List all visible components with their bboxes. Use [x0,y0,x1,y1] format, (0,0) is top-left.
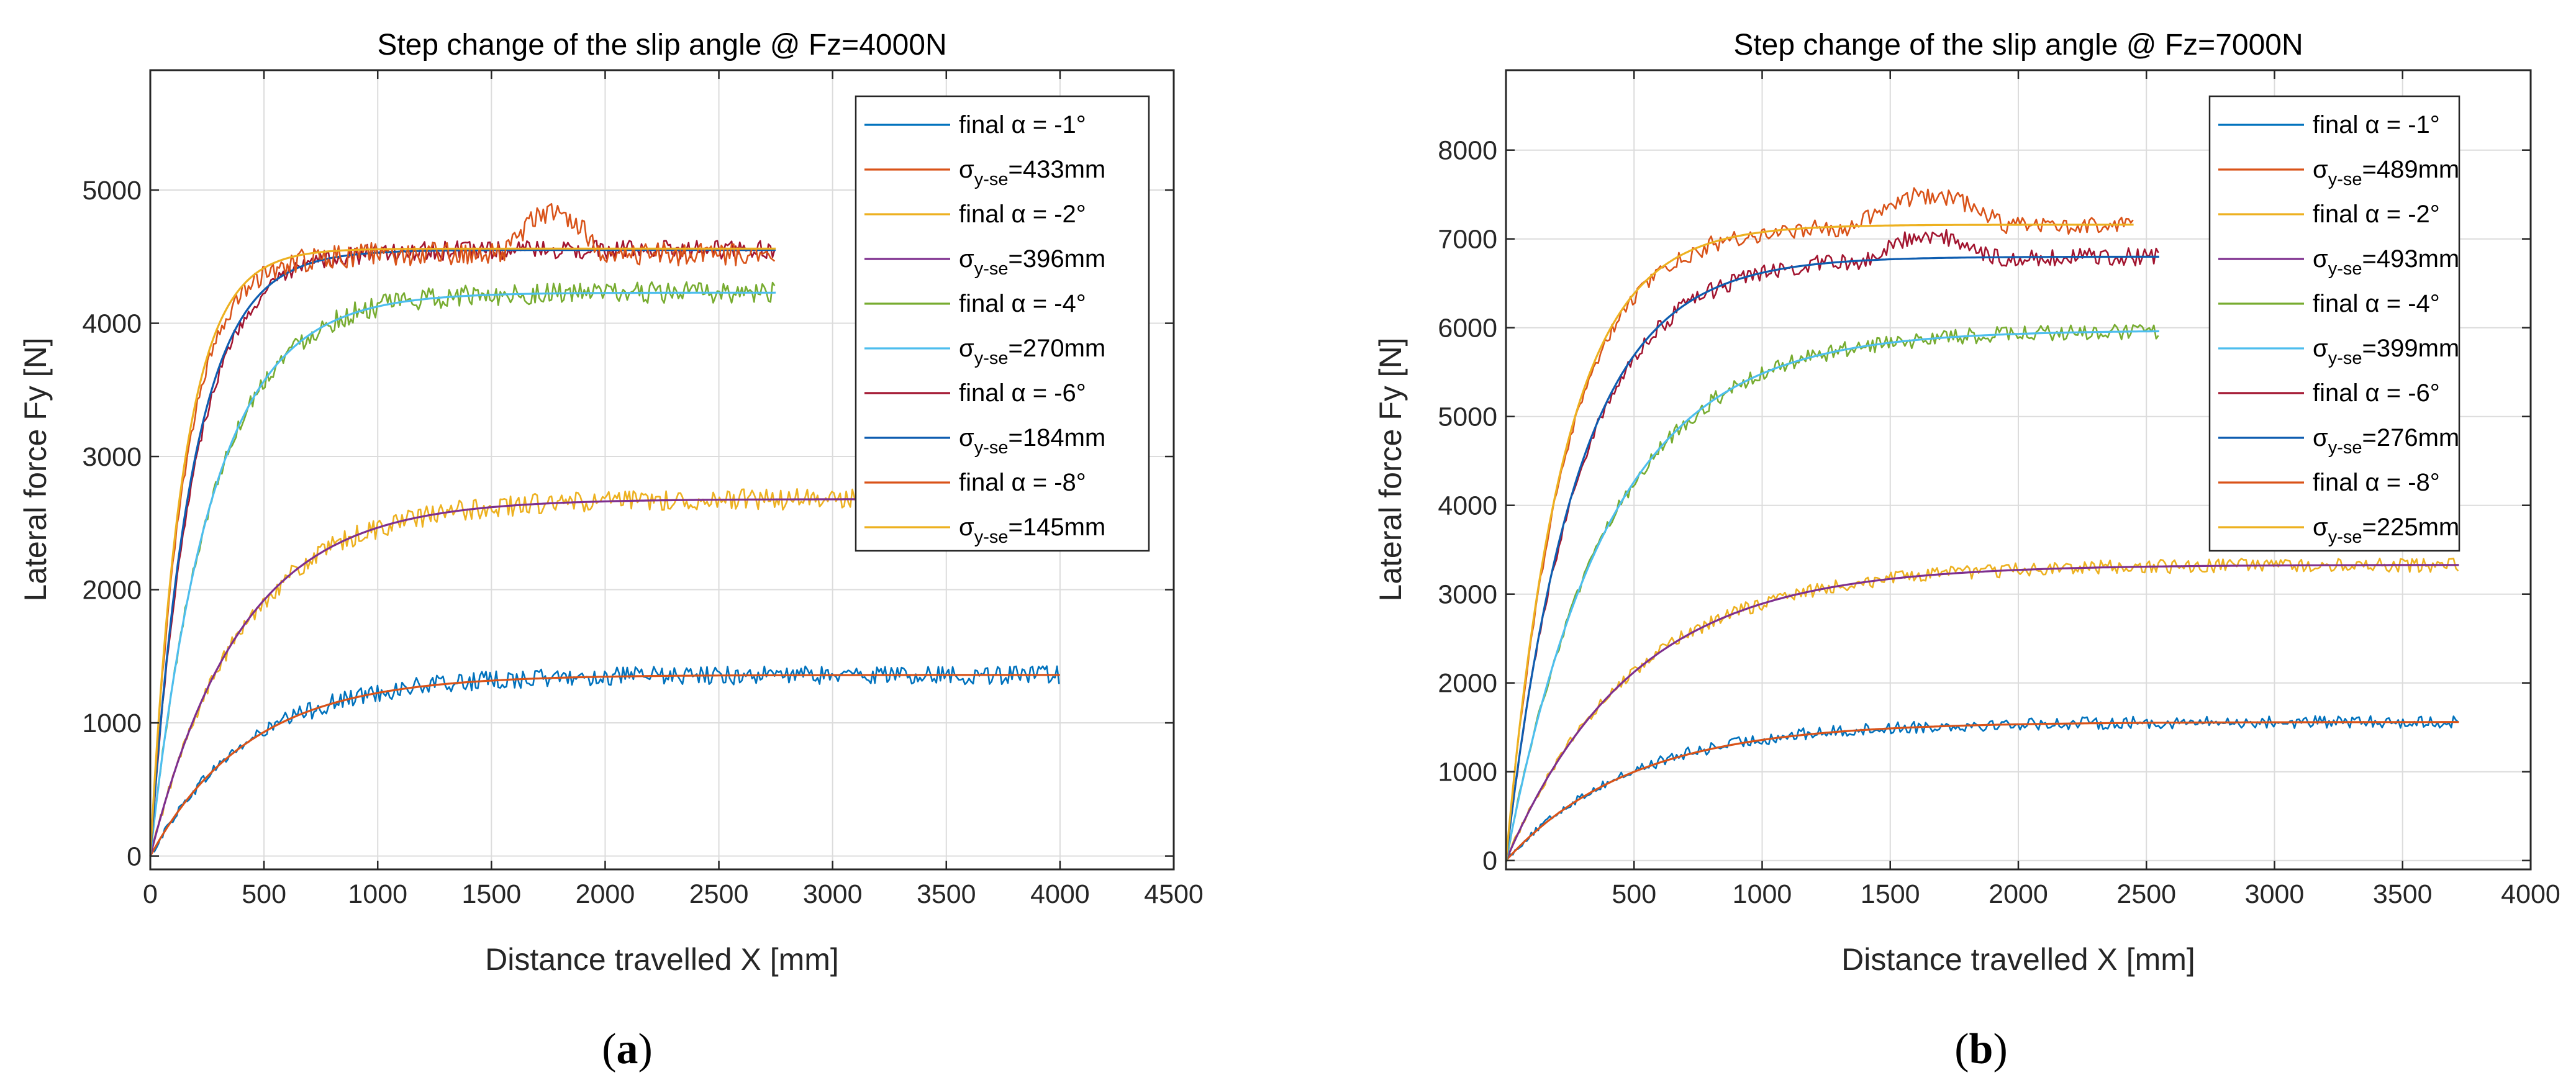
series-line-b-5 [1505,330,2159,861]
ticks-a: 0 500 1000 1500 2000 2500 3000 3500 4000 4500 0 100… [82,70,1204,909]
x-tick-label-a-9: 4500 [1144,879,1204,909]
y-tick-label-a-2: 2000 [82,576,142,605]
x-tick-label-b-0: 500 [1612,879,1656,909]
x-tick-label-b-5: 3000 [2245,879,2305,909]
x-tick-label-a-8: 4000 [1030,879,1090,909]
series-line-a-9 [149,247,776,856]
legend-label-b-7: σy-se=276mm [2313,424,2459,458]
y-tick-label-a-0: 0 [127,842,142,872]
x-axis-label-a: Distance travelled X [mm] [485,942,839,977]
x-tick-label-a-1: 500 [242,879,286,909]
series-line-a-6 [149,240,776,855]
series-line-a-7 [149,249,776,856]
legend-label-b-6: final α = -6° [2313,379,2440,407]
legend-label-a-0: final α = -1° [959,111,1086,138]
legend-box-b [2208,95,2460,552]
y-tick-label-b-5: 5000 [1438,402,1497,432]
caption-b: (b) [1954,1025,2008,1073]
caption-a: (a) [602,1025,653,1073]
x-tick-label-b-1: 1000 [1733,879,1792,909]
y-tick-label-b-1: 1000 [1438,758,1497,787]
series-line-b-2 [1505,558,2459,863]
ticks-b: 500 1000 1500 2000 2500 3000 3500 4000 0 1000 2000… [1438,70,2560,909]
y-tick-label-b-4: 4000 [1438,491,1497,521]
x-tick-label-a-4: 2000 [576,879,635,909]
x-axis-label-b: Distance travelled X [mm] [1841,942,2195,977]
legend-label-a-4: final α = -4° [959,290,1086,317]
legend-label-a-6: final α = -6° [959,379,1086,407]
y-tick-label-a-5: 5000 [82,176,142,206]
x-tick-label-b-7: 4000 [2501,879,2560,909]
chart-b: 500 1000 1500 2000 2500 3000 3500 4000 0 1000 2000… [1373,29,2560,977]
chart-title-a: Step change of the slip angle @ Fz=4000N [377,29,946,61]
legend-a: final α = -1° σy-se=433mm final α = -2° σy-… [855,95,1150,552]
x-tick-label-b-2: 1500 [1861,879,1920,909]
legend-label-b-1: σy-se=489mm [2313,156,2459,189]
y-tick-label-a-3: 3000 [82,442,142,472]
x-tick-label-a-5: 2500 [689,879,749,909]
x-tick-label-a-3: 1500 [461,879,521,909]
x-tick-label-a-7: 3500 [917,879,976,909]
legend-label-a-7: σy-se=184mm [959,424,1105,458]
legend-label-a-3: σy-se=396mm [959,245,1105,279]
legend-b: final α = -1° σy-se=489mm final α = -2° σy-… [2208,95,2460,552]
series-line-b-1 [1505,721,2459,861]
series-group-b [1505,187,2459,863]
x-tick-label-b-4: 2500 [2116,879,2176,909]
x-tick-label-a-0: 0 [143,879,158,909]
series-line-b-0 [1505,715,2459,863]
legend-label-a-9: σy-se=145mm [959,514,1105,547]
legend-label-b-0: final α = -1° [2313,111,2440,138]
y-axis-label-a: Lateral force Fy [N] [18,337,53,601]
legend-label-b-3: σy-se=493mm [2313,245,2459,279]
axes-box-a [149,69,1175,871]
legend-label-b-9: σy-se=225mm [2313,514,2459,547]
legend-label-a-8: final α = -8° [959,469,1086,496]
x-tick-label-a-2: 1000 [348,879,407,909]
y-tick-label-b-0: 0 [1482,846,1497,876]
y-tick-label-b-6: 6000 [1438,314,1497,343]
y-tick-label-a-4: 4000 [82,309,142,339]
series-line-b-3 [1505,564,2459,861]
x-tick-label-a-6: 3000 [803,879,863,909]
legend-label-b-5: σy-se=399mm [2313,335,2459,368]
legend-label-a-2: final α = -2° [959,201,1086,228]
series-line-b-9 [1505,224,2134,861]
legend-label-a-5: σy-se=270mm [959,335,1105,368]
legend-label-b-4: final α = -4° [2313,290,2440,317]
series-line-b-7 [1505,255,2159,861]
y-tick-label-b-3: 3000 [1438,580,1497,610]
series-line-a-5 [149,291,776,856]
legend-box-a [855,95,1150,552]
chart-a: 0 500 1000 1500 2000 2500 3000 3500 4000 4500 0 100… [18,29,1204,977]
y-tick-label-a-1: 1000 [82,709,142,738]
y-axis-label-b: Lateral force Fy [N] [1373,337,1408,601]
y-tick-label-b-7: 7000 [1438,225,1497,255]
x-tick-label-b-6: 3500 [2373,879,2433,909]
series-line-a-1 [149,674,1060,857]
x-tick-label-b-3: 2000 [1989,879,2048,909]
y-tick-label-b-8: 8000 [1438,136,1497,166]
chart-title-b: Step change of the slip angle @ Fz=7000N [1733,29,2303,61]
legend-label-a-1: σy-se=433mm [959,156,1105,189]
legend-label-b-2: final α = -2° [2313,201,2440,228]
y-tick-label-b-2: 2000 [1438,669,1497,699]
legend-label-b-8: final α = -8° [2313,469,2440,496]
